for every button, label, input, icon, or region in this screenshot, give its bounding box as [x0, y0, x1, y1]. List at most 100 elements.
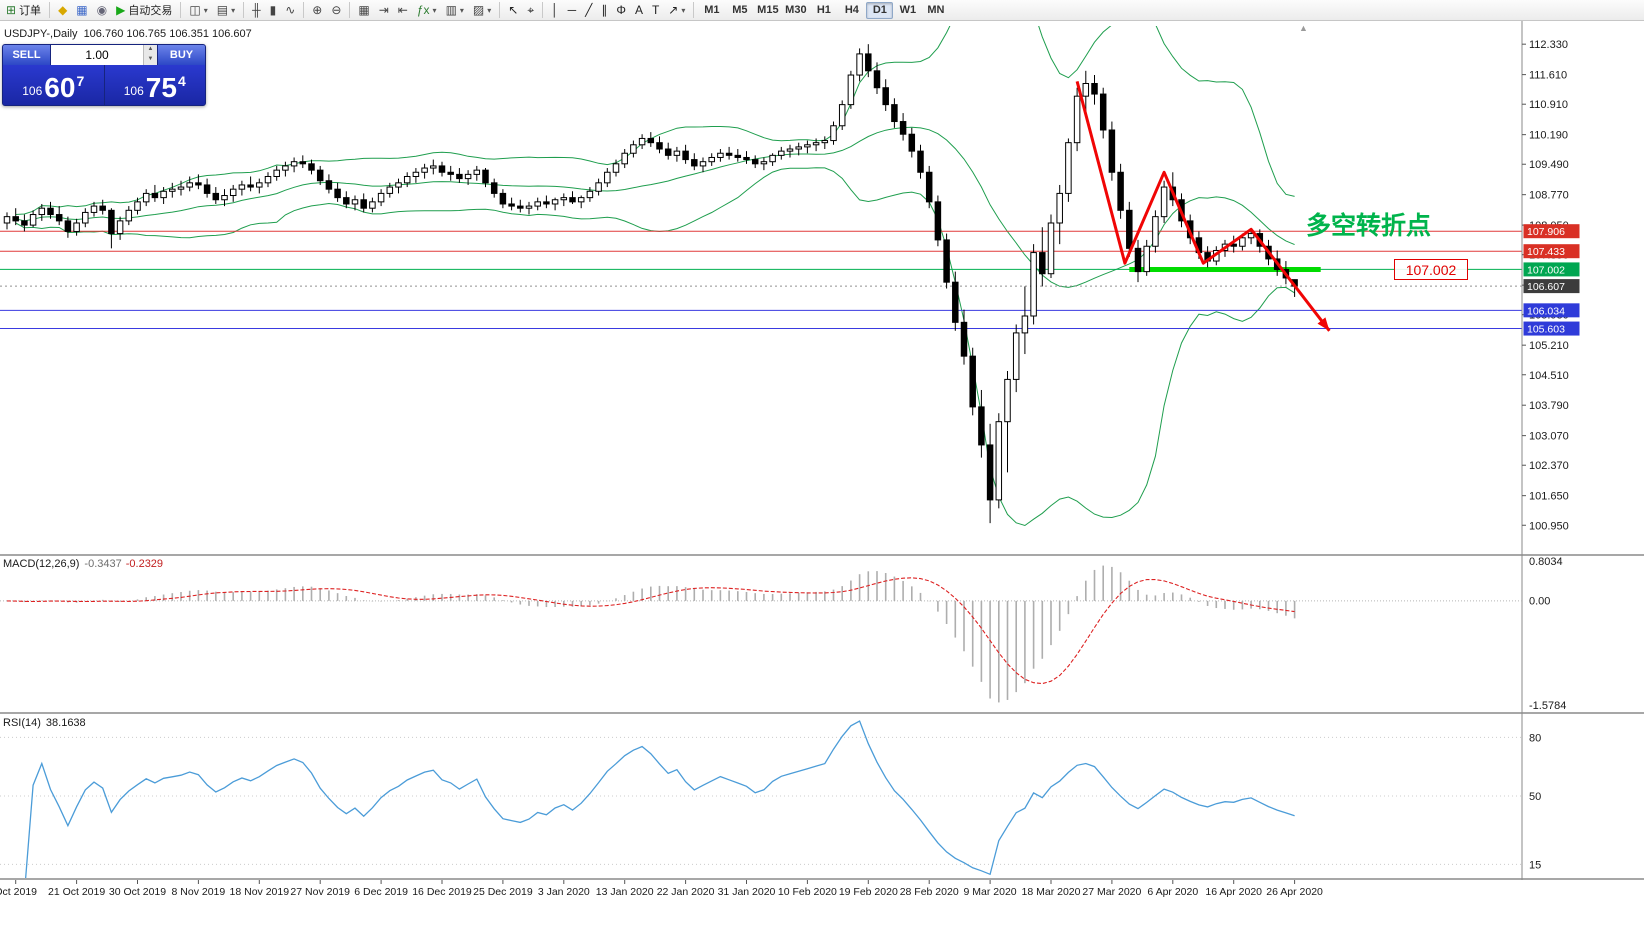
templates-button[interactable]: ▨ ▾ — [469, 1, 495, 19]
horizontal-line-button[interactable]: ─ — [564, 1, 581, 19]
alerts-button[interactable]: ◆ — [54, 1, 71, 19]
macd-name: MACD(12,26,9) — [3, 558, 80, 570]
price-scale[interactable]: 112.330 111.610 110.910 110.190 109.490 108.7… — [1521, 20, 1580, 880]
support-zone-bar[interactable] — [1129, 266, 1321, 272]
toolbar-separator — [243, 2, 245, 18]
candle-body — [21, 220, 28, 226]
timeframe-h1[interactable]: H1 — [810, 2, 837, 19]
volume-input[interactable] — [51, 45, 143, 65]
bar-chart-button[interactable]: ╫ — [248, 1, 265, 19]
turning-point-annotation[interactable]: 多空转折点 — [1306, 212, 1432, 240]
candle-body — [412, 171, 420, 177]
timeframe-m30[interactable]: M30 — [782, 2, 809, 19]
candle-body — [160, 190, 167, 199]
chart-shift-button[interactable]: ⇤ — [394, 1, 412, 19]
rsi-panel — [0, 720, 1522, 878]
zoom-in-button[interactable]: ⊕ — [308, 1, 326, 19]
price-annotation-box[interactable]: 107.002 — [1394, 259, 1468, 281]
new-chart-button[interactable]: ◫ ▾ — [185, 1, 211, 19]
time-tick-label: 13 Jan 2020 — [596, 886, 654, 898]
time-tick-label: 27 Nov 2019 — [290, 886, 350, 898]
auto-trading-button-label: 自动交易 — [128, 5, 173, 17]
candle-body — [969, 355, 976, 408]
candle-body — [569, 197, 576, 203]
candle-body — [29, 214, 37, 226]
candle-body — [169, 188, 176, 192]
zoom-out-button[interactable]: ⊖ — [327, 1, 345, 19]
candle-body — [925, 171, 933, 203]
price-tag-label: 106.607 — [1527, 281, 1565, 293]
rsi-name: RSI(14) — [3, 717, 41, 729]
candle-body — [551, 199, 559, 205]
timeframe-m1[interactable]: M1 — [698, 2, 725, 19]
line-chart-button[interactable]: ∿ — [281, 1, 299, 19]
timeframe-mn[interactable]: MN — [922, 2, 949, 19]
candle-body — [334, 188, 341, 199]
candle-body — [743, 156, 750, 161]
play-icon: ▶ — [116, 3, 126, 17]
toolbar-separator — [349, 2, 351, 18]
timeframe-h4[interactable]: H4 — [838, 2, 865, 19]
new-order-button-label: 订单 — [19, 5, 42, 17]
crosshair-button[interactable]: ⌖ — [523, 1, 538, 19]
price-tag-label: 105.603 — [1527, 324, 1565, 336]
periods-button[interactable]: ▥ ▾ — [442, 1, 468, 19]
timeframe-m15[interactable]: M15 — [754, 2, 781, 19]
price-tick-label: 110.190 — [1529, 130, 1568, 142]
chart-shift-icon: ⇤ — [397, 3, 408, 17]
candle-body — [12, 216, 19, 222]
bollinger-middle-band[interactable] — [15, 126, 1295, 288]
candle-body — [1030, 252, 1037, 317]
volume-up-icon[interactable]: ▲ — [144, 45, 157, 55]
rsi-line — [24, 720, 1295, 878]
auto-trading-button[interactable]: ▶ 自动交易 — [112, 1, 176, 19]
cursor-button[interactable]: ↖ — [504, 1, 522, 19]
buy-button[interactable]: BUY — [157, 45, 205, 65]
new-order-button[interactable]: ⊞ 订单 — [2, 1, 45, 19]
macd-scale-label: -1.5784 — [1529, 700, 1566, 712]
tile-windows-button[interactable]: ▦ — [354, 1, 373, 19]
timeframe-m5[interactable]: M5 — [726, 2, 753, 19]
navigator-button[interactable]: ◉ — [93, 1, 111, 19]
vertical-line-button[interactable]: │ — [547, 1, 563, 19]
buy-price[interactable]: 106 75 4 — [105, 65, 206, 105]
macd-indicator-label: MACD(12,26,9) -0.3437 -0.2329 — [3, 558, 163, 570]
candle-body — [612, 163, 620, 173]
fibonacci-button[interactable]: Φ — [612, 1, 630, 19]
candle-body — [917, 150, 924, 173]
profiles-button[interactable]: ▤ ▾ — [213, 1, 239, 19]
trend-arrow-zigzag[interactable] — [1075, 81, 1331, 332]
candle-body — [82, 211, 89, 224]
candle-body — [978, 406, 985, 446]
auto-scroll-button[interactable]: ⇥ — [375, 1, 393, 19]
price-tick-label: 108.050 — [1529, 220, 1569, 232]
trendline-button[interactable]: ╱ — [581, 1, 596, 19]
toolbar-separator — [499, 2, 501, 18]
candle-body — [299, 161, 307, 165]
templates-icon: ▨ — [472, 3, 485, 17]
candlestick-button[interactable]: ▮ — [266, 1, 281, 19]
candle-body — [203, 184, 211, 194]
timeframe-w1[interactable]: W1 — [894, 2, 921, 19]
indicators-button[interactable]: ƒx ▾ — [413, 1, 441, 19]
time-axis[interactable]: Oct 2019 21 Oct 2019 30 Oct 2019 8 Nov 2019… — [0, 880, 1323, 898]
volume-down-icon[interactable]: ▼ — [144, 55, 157, 65]
channel-button[interactable]: ∥ — [597, 1, 611, 19]
scroll-to-end-marker[interactable]: ▲ — [1299, 23, 1308, 33]
bollinger-lower-band[interactable] — [15, 167, 1295, 527]
candle-body — [1012, 332, 1020, 380]
text-button[interactable]: A — [631, 1, 647, 19]
sell-button[interactable]: SELL — [3, 45, 51, 65]
candle-body — [630, 144, 637, 154]
label-button[interactable]: T — [648, 1, 663, 19]
market-watch-button[interactable]: ▦ — [72, 1, 91, 19]
price-tick-label: 102.370 — [1529, 460, 1569, 472]
candle-body — [482, 169, 489, 184]
time-tick-label: 6 Dec 2019 — [354, 886, 408, 898]
candle-body — [290, 161, 298, 167]
timeframe-d1[interactable]: D1 — [866, 1, 894, 19]
sell-price[interactable]: 106 60 7 — [3, 65, 104, 105]
candle-body — [151, 192, 159, 199]
arrows-button[interactable]: ↗ ▾ — [664, 1, 689, 19]
